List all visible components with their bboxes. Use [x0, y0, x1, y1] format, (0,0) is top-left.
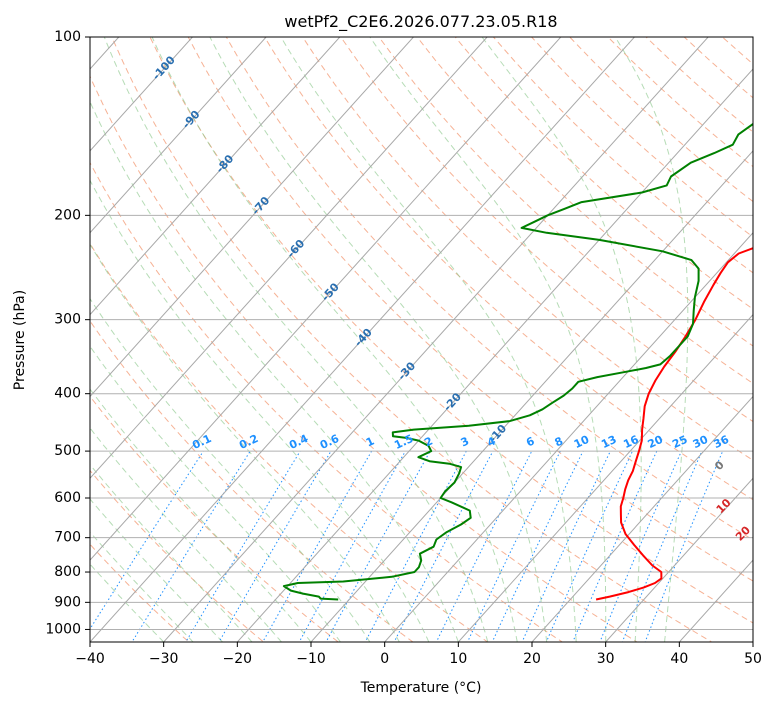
- isotherm-line: [90, 37, 562, 561]
- dewpoint-line: [282, 122, 753, 601]
- moist-adiabats: [90, 37, 689, 642]
- moist-adiabat-line: [481, 37, 642, 642]
- y-tick-label: 900: [54, 594, 81, 610]
- x-tick-label: −20: [223, 651, 253, 667]
- mixing-ratio-label: 20: [646, 433, 666, 451]
- y-tick-label: 100: [54, 29, 81, 45]
- grid: [90, 37, 753, 630]
- isotherm-line: [90, 37, 341, 316]
- x-tick-label: 10: [449, 651, 467, 667]
- dry-adiabat-label: 30: [752, 552, 772, 572]
- moist-adiabat-line: [280, 37, 577, 642]
- y-tick-label: 400: [54, 386, 81, 402]
- y-tick-label: 700: [54, 530, 81, 546]
- moist-adiabat-line: [369, 37, 607, 642]
- mixing-ratio-label: 16: [621, 433, 641, 451]
- moist-adiabat-line: [90, 498, 223, 642]
- isotherm-line: [236, 68, 753, 642]
- y-axis-label: Pressure (hPa): [12, 290, 28, 390]
- temperature-line: [595, 247, 753, 601]
- y-tick-label: 200: [54, 207, 81, 223]
- x-tick-label: −30: [149, 651, 179, 667]
- isotherms: [90, 37, 753, 642]
- plot-area: -100-90-80-70-60-50-40-30-20-100.1 0.2 0.4…: [90, 37, 772, 642]
- sounding-profiles: [282, 122, 753, 601]
- moist-adiabat-line: [90, 563, 165, 642]
- isotherm-line: [531, 395, 753, 642]
- mixing-ratio-label: 10: [572, 433, 592, 451]
- dry-adiabat-line: [90, 469, 265, 642]
- moist-adiabat-line: [90, 463, 253, 642]
- moist-adiabat-line: [90, 243, 400, 642]
- y-tick-label: 1000: [45, 621, 81, 637]
- x-tick-label: −40: [75, 651, 105, 667]
- moist-adiabat-line: [614, 37, 689, 642]
- isotherm-line: [90, 37, 194, 152]
- moist-adiabat-line: [90, 345, 341, 642]
- y-tick-label: 600: [54, 490, 81, 506]
- x-tick-label: −10: [296, 651, 326, 667]
- chart-title: wetPf2_C2E6.2026.077.23.05.R18: [284, 12, 557, 32]
- moist-adiabat-line: [90, 531, 194, 642]
- moist-adiabat-line: [90, 179, 430, 642]
- dry-adiabat-line: [454, 37, 753, 310]
- mixing-ratio-label: 36: [712, 433, 732, 451]
- isotherm-line: [604, 477, 753, 642]
- y-tick-label: 500: [54, 443, 81, 459]
- x-tick-label: 50: [744, 651, 762, 667]
- isotherm-line: [90, 37, 415, 398]
- isotherm-line: [383, 231, 753, 642]
- mixing-ratio-label: 30: [691, 433, 711, 451]
- dry-adiabat-line: [90, 543, 190, 642]
- x-tick-label: 0: [380, 651, 389, 667]
- y-tick-label: 300: [54, 312, 81, 328]
- isotherm-line: [90, 37, 488, 480]
- y-tick-label: 800: [54, 564, 81, 580]
- dry-adiabat-line: [340, 37, 753, 423]
- moist-adiabat-line: [90, 100, 459, 642]
- isotherm-line: [90, 37, 636, 642]
- x-tick-label: 20: [523, 651, 541, 667]
- x-axis-label: Temperature (°C): [360, 680, 482, 696]
- moist-adiabat-line: [151, 37, 518, 642]
- moist-adiabat-line: [90, 297, 371, 642]
- x-tick-label: 30: [597, 651, 615, 667]
- moist-adiabat-line: [103, 37, 489, 642]
- x-axis-ticks: −40 −30 −20 −10 0 10 20 30 40 50: [75, 642, 762, 667]
- isotherm-line: [457, 313, 753, 642]
- isotherm-line: [162, 37, 709, 642]
- mixing-ratio-label: 13: [599, 433, 618, 451]
- dry-adiabat-line: [302, 37, 753, 461]
- plot-frame: [89, 36, 754, 643]
- x-tick-label: 40: [670, 651, 688, 667]
- mixing-ratio-label: 25: [670, 433, 689, 451]
- moist-adiabat-line: [209, 37, 548, 642]
- y-axis-ticks: 100 200 300 400 500 600 700 800 900 1000: [45, 29, 90, 637]
- isotherm-line: [90, 37, 267, 234]
- isotherm-line: [310, 150, 753, 642]
